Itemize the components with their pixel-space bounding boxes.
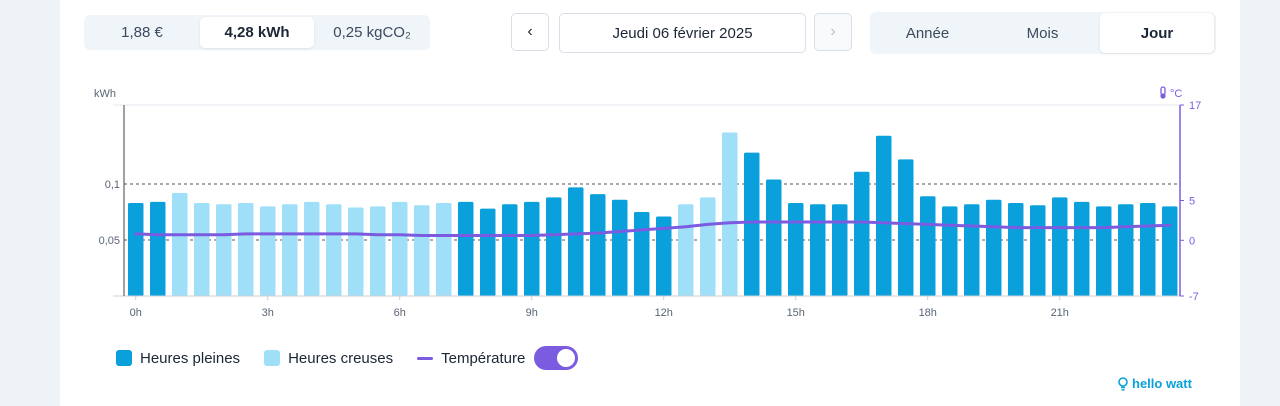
bar-34[interactable] <box>876 135 892 296</box>
x-ticks-group: 0h 3h 6h 9h 12h 15h 18h 21h <box>130 296 1069 319</box>
temperature-swatch <box>417 356 434 360</box>
bar-3[interactable] <box>194 203 210 296</box>
bar-43[interactable] <box>1074 201 1090 296</box>
legend-temp-label: Température <box>441 349 526 367</box>
bar-20[interactable] <box>568 187 584 296</box>
metric-selector: 1,88 € 4,28 kWh 0,25 kgCO₂ <box>84 15 430 50</box>
bar-5[interactable] <box>238 203 254 296</box>
bar-35[interactable] <box>898 159 914 296</box>
bar-36[interactable] <box>920 196 936 296</box>
y2-tick-label-2: 0 <box>1189 235 1195 247</box>
x-tick-label-5: 15h <box>787 307 805 319</box>
bar-1[interactable] <box>150 201 166 296</box>
tab-year[interactable]: Année <box>905 24 950 42</box>
x-tick-label-4: 12h <box>655 307 673 319</box>
legend-off-label: Heures creuses <box>288 349 394 367</box>
y-tick-0-1: 0,1 <box>105 179 120 191</box>
bar-31[interactable] <box>810 204 826 296</box>
bar-19[interactable] <box>546 197 562 296</box>
bar-41[interactable] <box>1030 205 1046 296</box>
bar-26[interactable] <box>700 197 716 296</box>
bar-15[interactable] <box>458 201 474 296</box>
bar-11[interactable] <box>370 206 386 296</box>
bar-40[interactable] <box>1008 203 1024 296</box>
bars-group <box>128 132 1178 297</box>
x-tick-label-7: 21h <box>1051 307 1069 319</box>
hello-watt-logo[interactable]: hello watt <box>1117 376 1192 391</box>
bar-7[interactable] <box>282 204 298 296</box>
thermometer-icon <box>1160 86 1166 99</box>
period-selector: Année Mois Jour <box>870 12 1216 54</box>
bar-21[interactable] <box>590 194 606 296</box>
bar-4[interactable] <box>216 204 232 296</box>
bar-12[interactable] <box>392 201 408 296</box>
next-day-button[interactable]: › <box>814 13 852 51</box>
y-tick-0-05: 0,05 <box>99 235 120 247</box>
temperature-toggle[interactable] <box>534 346 579 370</box>
bar-37[interactable] <box>942 206 958 296</box>
bar-13[interactable] <box>414 205 430 296</box>
off-hours-swatch <box>264 350 281 366</box>
bar-18[interactable] <box>524 201 540 296</box>
bar-44[interactable] <box>1096 206 1112 296</box>
consumption-chart: kWh °C 0,1 0,05 17 5 0 -7 0h 3h 6h 9h 12h 15h 18h… <box>94 86 1201 319</box>
cost-tab[interactable]: 1,88 € <box>121 24 163 41</box>
brand-label: hello watt <box>1132 376 1192 391</box>
bar-8[interactable] <box>304 201 320 296</box>
y-axis-label: kWh <box>94 88 116 100</box>
bar-25[interactable] <box>678 204 694 296</box>
y2-axis-label: °C <box>1170 88 1182 100</box>
full-hours-swatch <box>116 350 132 366</box>
legend-temperature: Température <box>417 346 579 370</box>
date-display[interactable]: Jeudi 06 février 2025 <box>559 13 806 53</box>
bar-46[interactable] <box>1140 203 1156 296</box>
legend-full-label: Heures pleines <box>140 349 241 367</box>
x-tick-label-1: 3h <box>262 307 274 319</box>
y2-tick-label-3: -7 <box>1189 291 1199 303</box>
legend-full-hours[interactable]: Heures pleines <box>116 350 240 367</box>
x-tick-label-2: 6h <box>394 307 406 319</box>
bar-14[interactable] <box>436 203 452 296</box>
consumption-card <box>60 0 1240 406</box>
chart-legend: Heures pleines Heures creuses Températur… <box>116 346 579 370</box>
y2-tick-label-1: 5 <box>1189 196 1195 208</box>
energy-tab[interactable]: 4,28 kWh <box>200 17 314 48</box>
bar-17[interactable] <box>502 204 518 296</box>
x-tick-label-0: 0h <box>130 307 142 319</box>
tab-day[interactable]: Jour <box>1100 13 1214 53</box>
bar-38[interactable] <box>964 204 980 296</box>
toggle-knob <box>557 349 576 367</box>
bar-42[interactable] <box>1052 197 1068 296</box>
bar-24[interactable] <box>656 216 672 297</box>
x-tick-label-3: 9h <box>526 307 538 319</box>
tab-month[interactable]: Mois <box>1026 24 1059 42</box>
co2-tab[interactable]: 0,25 kgCO₂ <box>333 24 411 41</box>
bar-33[interactable] <box>854 171 870 296</box>
bar-22[interactable] <box>612 199 628 296</box>
bar-0[interactable] <box>128 203 144 296</box>
bulb-icon <box>1118 376 1128 391</box>
bar-32[interactable] <box>832 204 848 296</box>
bar-29[interactable] <box>766 179 782 297</box>
bar-10[interactable] <box>348 207 364 297</box>
bar-9[interactable] <box>326 204 342 296</box>
bar-28[interactable] <box>744 152 760 296</box>
bar-39[interactable] <box>986 199 1002 296</box>
bar-6[interactable] <box>260 206 276 296</box>
bar-30[interactable] <box>788 203 804 296</box>
temperature-line <box>134 220 1172 237</box>
x-tick-label-6: 18h <box>919 307 937 319</box>
bar-23[interactable] <box>634 212 650 296</box>
bar-2[interactable] <box>172 193 188 296</box>
y2-tick-label-0: 17 <box>1189 100 1201 112</box>
prev-day-button[interactable]: ‹ <box>511 13 549 51</box>
legend-off-hours[interactable]: Heures creuses <box>264 350 393 367</box>
bar-16[interactable] <box>480 208 496 296</box>
y2-ticks-group: 17 5 0 -7 <box>1180 100 1201 303</box>
bar-47[interactable] <box>1162 206 1178 296</box>
bar-27[interactable] <box>722 132 738 297</box>
bar-45[interactable] <box>1118 204 1134 296</box>
